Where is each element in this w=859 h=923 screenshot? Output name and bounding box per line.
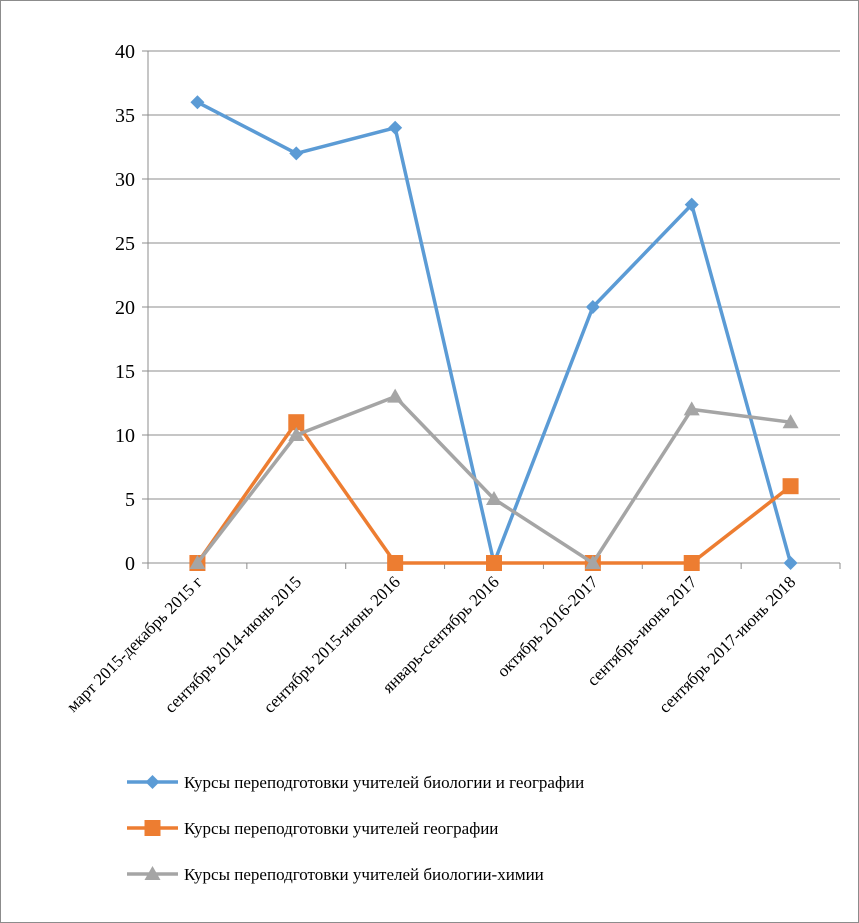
data-point: [486, 491, 502, 505]
legend-label: Курсы переподготовки учителей биологии и…: [184, 773, 584, 792]
data-point: [783, 556, 798, 570]
legend-marker: [144, 866, 161, 880]
x-tick-label: октябрь 2016-2017: [493, 572, 602, 681]
data-point: [684, 197, 699, 212]
series-line: [196, 394, 791, 565]
legend-entry: Курсы переподготовки учителей географии: [127, 819, 498, 838]
y-tick-label: 10: [115, 425, 135, 447]
data-point: [387, 388, 404, 403]
y-tick-label: 0: [125, 553, 135, 575]
series-3: [189, 388, 799, 569]
data-point: [289, 146, 304, 161]
y-tick-label: 25: [115, 233, 135, 255]
y-tick-label: 15: [115, 361, 135, 383]
legend: Курсы переподготовки учителей биологии и…: [127, 773, 584, 884]
series-layer: [189, 95, 799, 571]
data-point: [388, 120, 403, 135]
legend-label: Курсы переподготовки учителей биологии-х…: [184, 865, 544, 884]
data-point: [782, 478, 799, 495]
data-point: [486, 555, 502, 571]
data-point: [387, 555, 404, 571]
legend-label: Курсы переподготовки учителей географии: [184, 819, 498, 838]
y-tick-label: 35: [115, 105, 135, 127]
legend-entry: Курсы переподготовки учителей биологии и…: [127, 773, 584, 792]
data-point: [189, 555, 206, 569]
data-point: [584, 555, 601, 569]
legend-marker: [144, 820, 161, 836]
y-axis-tick-labels: 0 5 10 15 20 25 30 35 40: [115, 41, 135, 575]
data-point: [683, 555, 700, 571]
legend-entry: Курсы переподготовки учителей биологии-х…: [127, 865, 544, 884]
data-point: [585, 300, 600, 314]
data-point: [190, 95, 205, 110]
data-point: [782, 414, 799, 429]
y-tick-label: 30: [115, 169, 135, 191]
x-tick-label: сентябрь-июнь 2017: [583, 572, 701, 690]
y-tick-label: 40: [115, 41, 135, 63]
y-tick-label: 20: [115, 297, 135, 319]
data-point: [288, 414, 305, 431]
data-point: [288, 427, 305, 441]
data-point: [683, 401, 700, 416]
gridlines: [148, 50, 840, 500]
legend-marker: [145, 775, 160, 789]
y-tick-label: 5: [125, 489, 135, 511]
